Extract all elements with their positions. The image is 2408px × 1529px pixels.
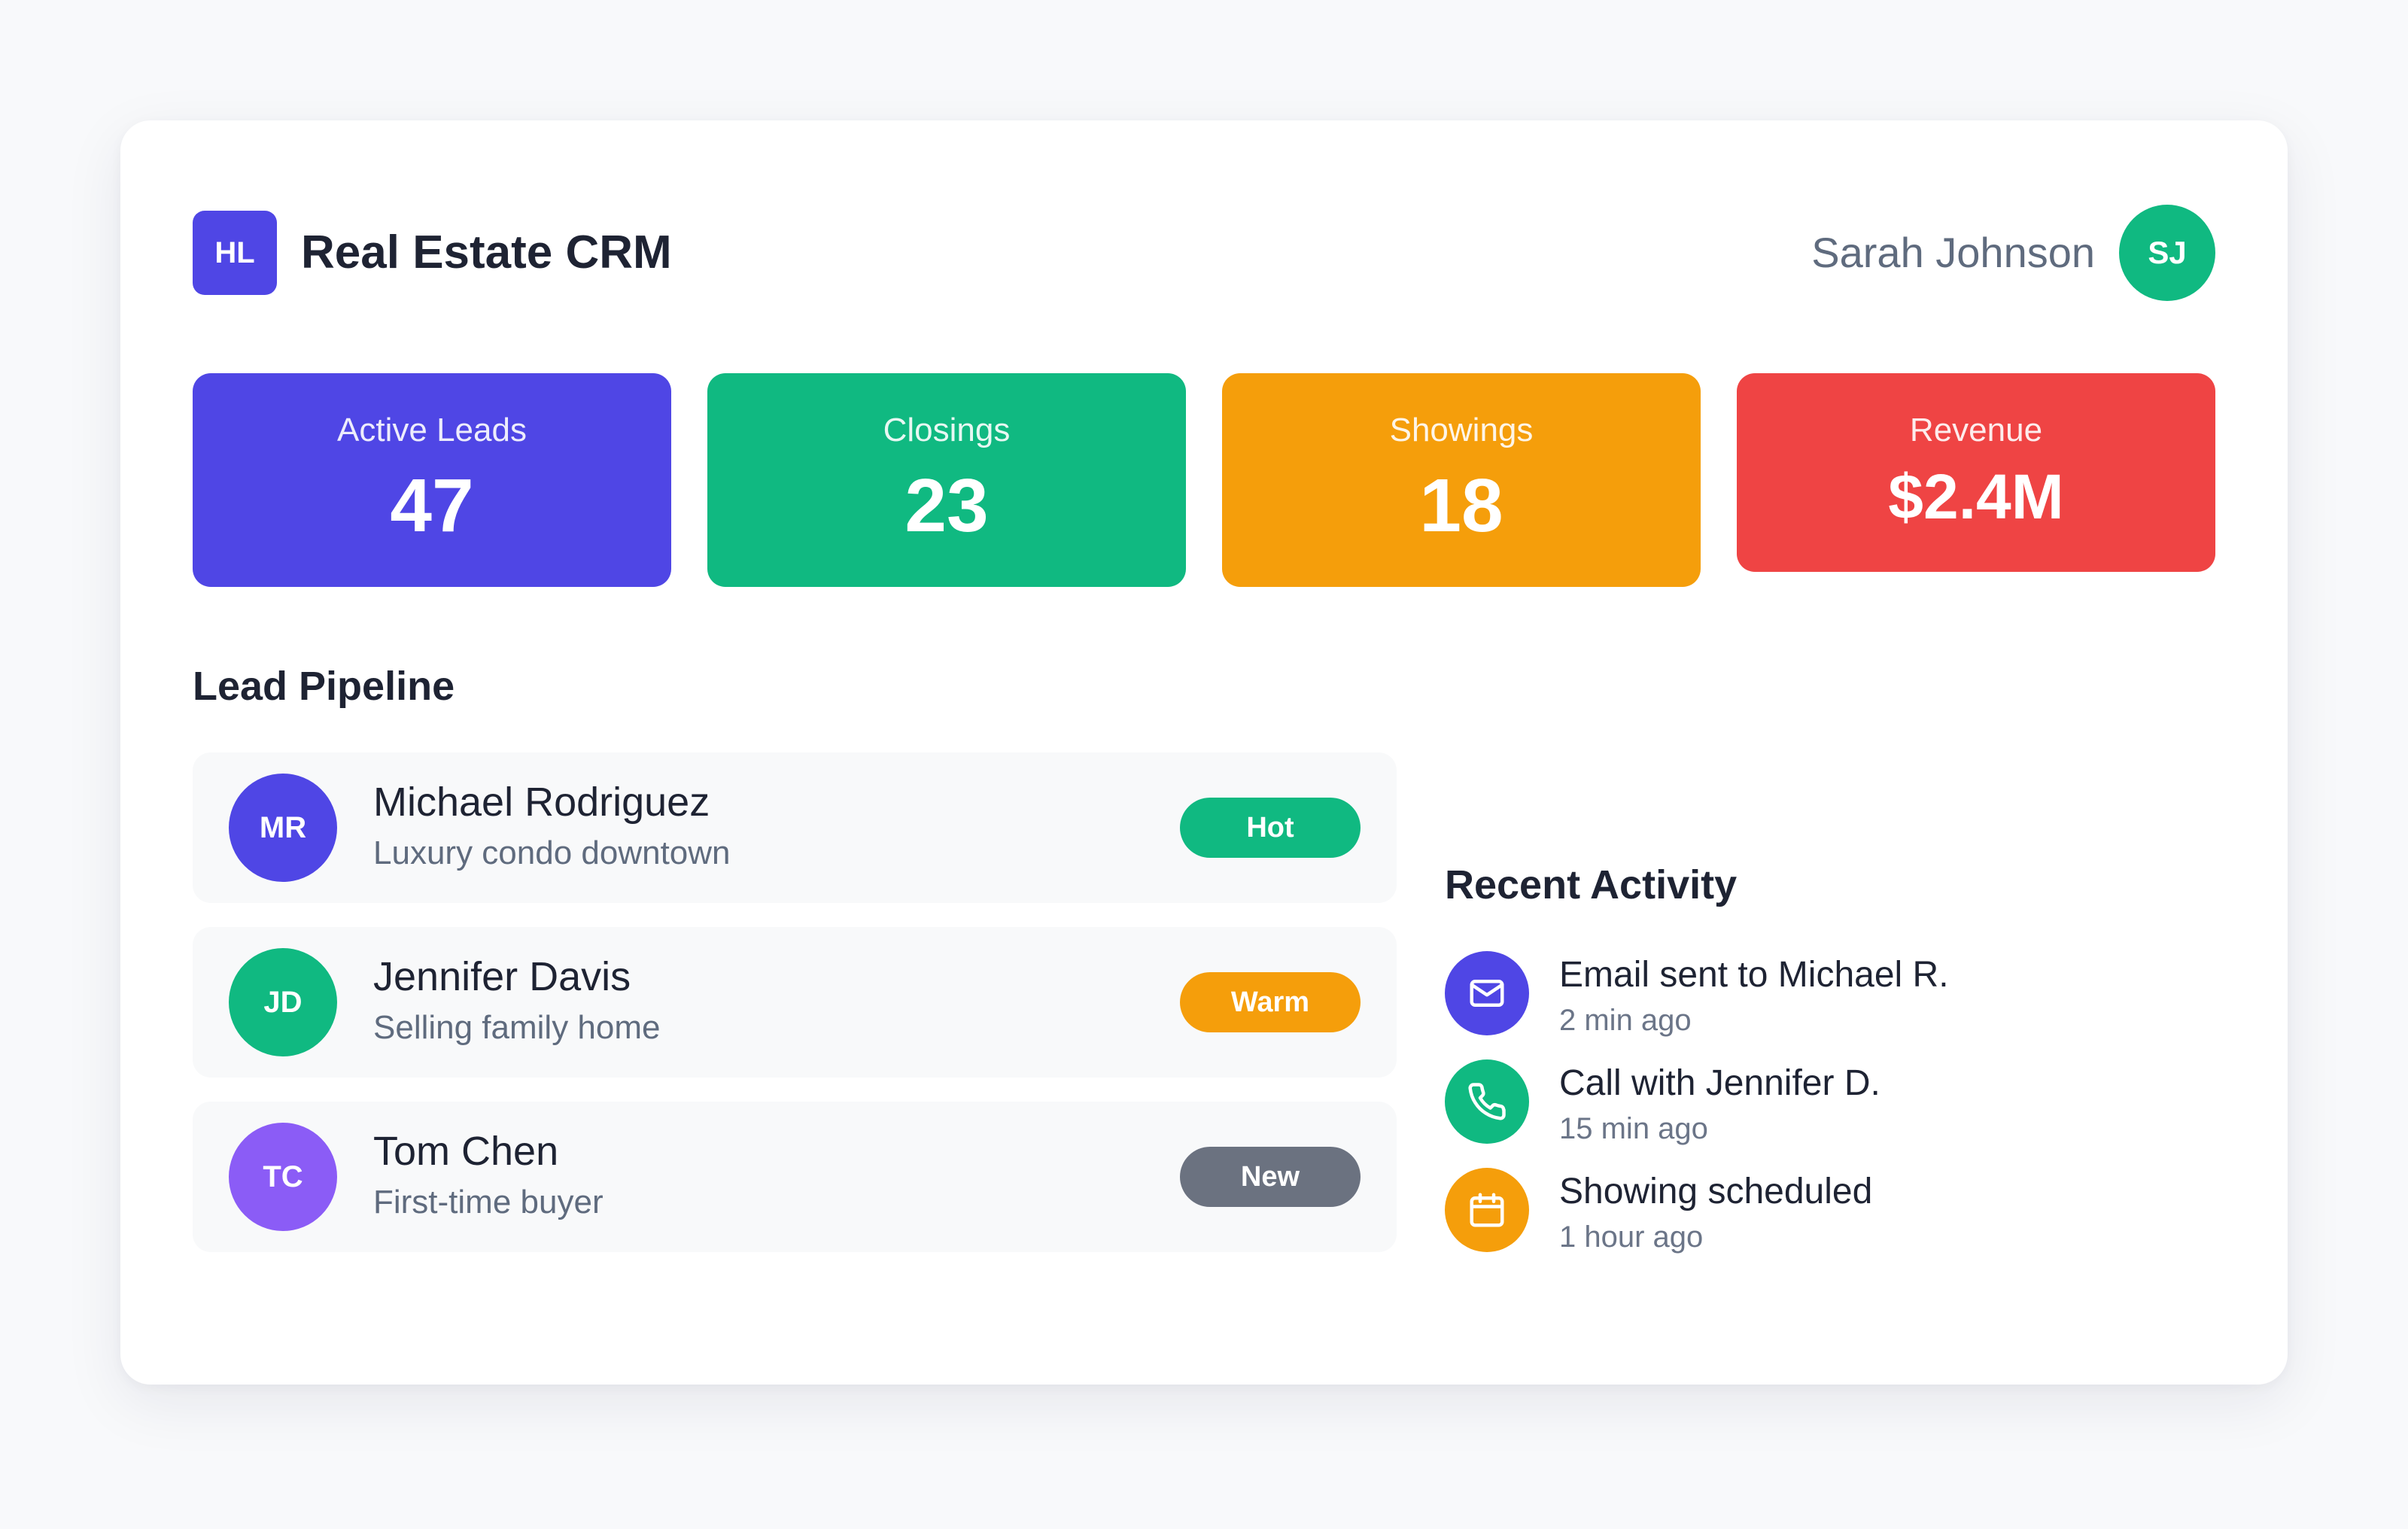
- lead-row-tom-chen[interactable]: TC Tom Chen First-time buyer New: [193, 1102, 1397, 1252]
- lead-avatar: MR: [229, 774, 337, 882]
- dashboard-card: HL Real Estate CRM Sarah Johnson SJ Acti…: [120, 120, 2288, 1385]
- status-badge-warm[interactable]: Warm: [1180, 972, 1361, 1032]
- user-name[interactable]: Sarah Johnson: [1811, 229, 2095, 276]
- activity-title: Showing scheduled: [1559, 1172, 1873, 1211]
- activity-time: 1 hour ago: [1559, 1220, 1704, 1254]
- activity-title: Call with Jennifer D.: [1559, 1063, 1880, 1103]
- lead-description: Luxury condo downtown: [373, 834, 731, 871]
- stat-value: 18: [1419, 464, 1503, 548]
- activity-title: Email sent to Michael R.: [1559, 955, 1949, 995]
- lead-name: Michael Rodriguez: [373, 780, 710, 825]
- activity-time: 2 min ago: [1559, 1004, 1692, 1037]
- stat-label: Active Leads: [337, 412, 527, 448]
- lead-name: Jennifer Davis: [373, 954, 631, 999]
- lead-row-michael-rodriguez[interactable]: MR Michael Rodriguez Luxury condo downto…: [193, 752, 1397, 903]
- stat-label: Closings: [883, 412, 1011, 448]
- recent-activity-title: Recent Activity: [1445, 862, 1738, 907]
- calendar-icon: [1445, 1168, 1529, 1252]
- activity-item-showing[interactable]: Showing scheduled 1 hour ago: [1445, 1168, 2197, 1258]
- lead-avatar: JD: [229, 948, 337, 1056]
- phone-icon: [1445, 1059, 1529, 1144]
- activity-time: 15 min ago: [1559, 1112, 1708, 1145]
- stat-card-active-leads[interactable]: Active Leads 47: [193, 373, 671, 587]
- lead-name: Tom Chen: [373, 1129, 559, 1174]
- lead-description: First-time buyer: [373, 1184, 604, 1220]
- stat-card-closings[interactable]: Closings 23: [707, 373, 1186, 587]
- lead-row-jennifer-davis[interactable]: JD Jennifer Davis Selling family home Wa…: [193, 927, 1397, 1078]
- app-title: Real Estate CRM: [301, 226, 672, 278]
- stat-card-revenue[interactable]: Revenue $2.4M: [1737, 373, 2215, 572]
- lead-avatar: TC: [229, 1123, 337, 1231]
- stat-value: 23: [905, 464, 989, 548]
- lead-description: Selling family home: [373, 1009, 661, 1046]
- activity-item-email[interactable]: Email sent to Michael R. 2 min ago: [1445, 951, 2197, 1041]
- lead-pipeline-title: Lead Pipeline: [193, 664, 455, 709]
- status-badge-new[interactable]: New: [1180, 1147, 1361, 1207]
- mail-icon: [1445, 951, 1529, 1035]
- stat-card-showings[interactable]: Showings 18: [1222, 373, 1701, 587]
- stat-label: Revenue: [1909, 412, 2043, 448]
- stat-value: $2.4M: [1888, 461, 2064, 532]
- user-avatar[interactable]: SJ: [2119, 205, 2215, 301]
- status-badge-hot[interactable]: Hot: [1180, 798, 1361, 858]
- logo[interactable]: HL: [193, 211, 277, 295]
- activity-item-call[interactable]: Call with Jennifer D. 15 min ago: [1445, 1059, 2197, 1150]
- stat-value: 47: [390, 464, 474, 548]
- stat-label: Showings: [1389, 412, 1534, 448]
